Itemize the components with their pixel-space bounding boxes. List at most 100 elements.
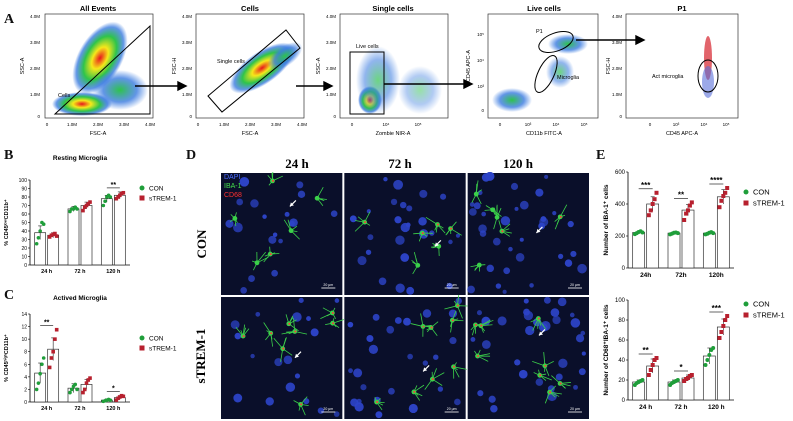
nucleus [558,253,564,259]
nucleus [375,411,383,419]
nucleus [502,289,507,294]
nucleus [454,398,461,406]
svg-text:Single cells: Single cells [372,4,413,13]
data-point [686,208,690,213]
cd68-signal [421,232,424,235]
cd68-signal [364,221,367,224]
svg-text:2.0M: 2.0M [93,122,103,127]
micrograph-tile: 20 μm [344,295,468,419]
svg-text:10³: 10³ [673,122,680,127]
svg-text:Live cells: Live cells [356,44,379,50]
nucleus [368,344,379,355]
bar [67,208,80,266]
nucleus [477,390,484,397]
data-point [687,203,692,208]
nucleus [573,384,578,390]
data-point [68,390,72,395]
nucleus [446,282,453,290]
cd68-signal [272,179,275,182]
nucleus [448,309,458,318]
legend-label-strem: sTREM-1 [753,311,785,320]
nucleus [469,202,475,207]
bar [632,232,646,269]
data-point [707,353,712,357]
data-point [75,207,79,211]
data-point [81,390,85,395]
nucleus [255,311,261,317]
data-point [101,203,106,208]
svg-text:1.0M: 1.0M [612,92,622,97]
bar [113,194,126,266]
nucleus [449,337,457,345]
significance-label: * [112,386,115,393]
cd68-signal [413,390,416,393]
svg-text:FSC-H: FSC-H [606,58,612,75]
nucleus [497,316,507,326]
svg-text:CD11b FITC-A: CD11b FITC-A [526,131,562,137]
nucleus [544,174,549,179]
y-tick-label: 80 [21,195,27,201]
microglia-cell [490,207,496,213]
svg-text:3.0M: 3.0M [612,40,622,45]
cd68-signal [331,311,334,314]
data-point [721,324,726,328]
x-tick-label: 120h [709,272,724,279]
flow-plot-live-cells: Live cells P1 Microglia 0 10³ 10⁴ 10⁵ 0 … [466,4,599,137]
nucleus [570,250,577,258]
y-tick-label: 400 [615,202,626,208]
cd68-signal [288,322,291,325]
nucleus [250,353,255,359]
chart-title: Resting Microglia [53,155,108,162]
nucleus [298,297,304,303]
data-point [51,349,55,354]
cd68-signal [332,322,335,325]
svg-text:0: 0 [649,122,652,127]
micrograph-tile: 20 μm [221,172,343,295]
data-point [121,394,126,399]
nucleus [578,368,586,376]
nucleus [372,313,380,321]
svg-text:FSC-H: FSC-H [172,58,178,75]
cd68-signal [300,403,303,406]
nucleus [469,208,477,216]
y-tick-label: 60 [618,338,625,344]
nucleus [540,320,551,331]
svg-text:1.0M: 1.0M [67,122,77,127]
svg-text:2.0M: 2.0M [30,66,40,71]
scale-bar-label: 20 μm [323,407,333,411]
cd68-signal [294,330,297,333]
chart-title: Actived Microglia [53,295,107,302]
svg-text:10⁵: 10⁵ [723,122,730,127]
cd68-signal [430,326,433,329]
cd68-signal [269,253,272,256]
significance-label: *** [641,181,651,190]
arrow-head [538,331,543,336]
y-tick-label: 14 [21,312,27,318]
nucleus [230,320,240,330]
cd68-signal [431,378,434,381]
data-point [84,381,89,385]
nucleus [481,316,491,326]
cd68-signal [453,365,456,368]
data-point [38,229,42,233]
nucleus [406,286,415,295]
nucleus [366,209,371,214]
microglia-cell [473,191,479,197]
nucleus [297,190,306,199]
svg-text:2.0M: 2.0M [612,66,622,71]
arrow-head [423,367,428,372]
nucleus [523,308,530,316]
nucleus [555,373,563,381]
chart-iba1-cells: 0 200 400 600 Number of IBA-1⁺ cells 24h *** 72… [603,170,785,279]
data-point [719,198,724,203]
microscopy-panel: 24 h 72 h 120 h CON sTREM-1 20 μm 20 μm 20… [190,150,594,421]
data-point [652,197,657,202]
data-point [75,387,79,392]
svg-text:0: 0 [46,122,49,127]
micrograph-grid: 20 μm 20 μm 20 μm 20 μm 20 μm 20 μm [221,172,589,419]
arrow-head [294,353,299,358]
nucleus [575,334,585,343]
legend-marker-con [139,185,145,191]
flow-plot-single-cells: Single cells Live cells 0 1.0M 2.0M 3.0M… [316,4,449,137]
scale-bar-label: 20 μm [447,283,457,287]
